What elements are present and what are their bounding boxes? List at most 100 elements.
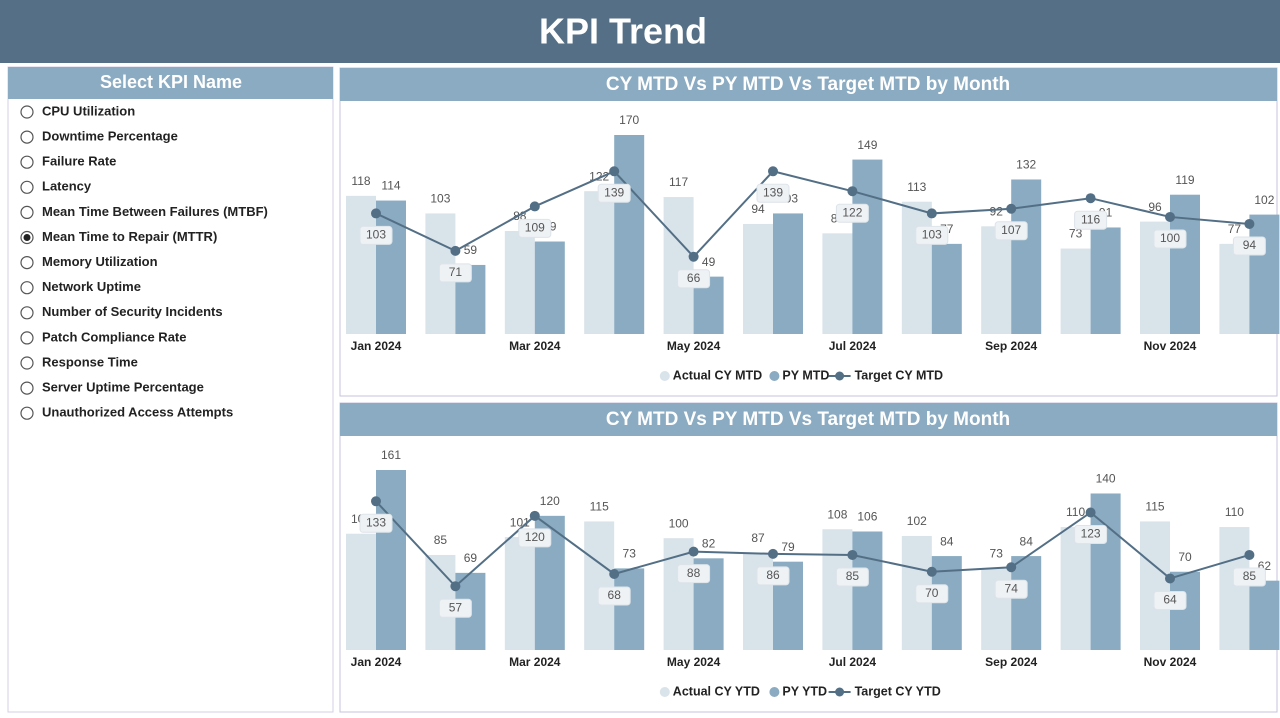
slicer-header (8, 67, 333, 99)
slicer-item-label[interactable]: Response Time (42, 354, 138, 369)
data-label-box (1232, 567, 1266, 587)
data-label: 133 (366, 515, 386, 529)
x-tick-label: Mar 2024 (509, 339, 561, 353)
target-line (375, 500, 1250, 588)
slicer-item[interactable]: Server Uptime Percentage (20, 380, 204, 395)
data-label: 85 (846, 569, 860, 583)
legend-marker (659, 687, 670, 697)
x-tick-label: Jan 2024 (351, 655, 402, 669)
chart-panel (339, 402, 1278, 713)
data-label-box (994, 221, 1028, 241)
data-label-box (438, 263, 472, 283)
legend-label: Actual CY MTD (673, 368, 762, 382)
slicer-item[interactable]: Memory Utilization (20, 254, 158, 270)
radio-button[interactable] (20, 180, 34, 194)
slicer-item-label[interactable]: Patch Compliance Rate (42, 329, 187, 344)
slicer-item-label[interactable]: Unauthorized Access Attempts (42, 405, 233, 420)
slicer-item[interactable]: Failure Rate (20, 154, 116, 169)
slicer-item[interactable]: CPU Utilization (20, 103, 135, 119)
line-point (1244, 218, 1255, 229)
legend-marker (769, 371, 780, 381)
data-label: 149 (857, 138, 877, 152)
bar (1249, 214, 1280, 334)
slicer-item[interactable]: Unauthorized Access Attempts (20, 405, 233, 420)
bar (1170, 571, 1200, 650)
slicer-item-label[interactable]: Mean Time to Repair (MTTR) (42, 229, 217, 244)
data-label: 100 (669, 516, 689, 530)
legend-label: PY MTD (782, 368, 829, 382)
slicer-item-label[interactable]: Failure Rate (42, 154, 116, 169)
radio-button[interactable] (20, 105, 34, 119)
slicer-item[interactable]: Response Time (20, 354, 138, 370)
bar (1090, 493, 1121, 650)
data-label: 84 (940, 534, 954, 548)
x-tick-label: May 2024 (667, 655, 721, 669)
slicer-item[interactable]: Downtime Percentage (20, 129, 178, 144)
radio-selected (23, 234, 31, 241)
data-label-box (1074, 524, 1108, 544)
data-label: 85 (1243, 569, 1257, 583)
slicer-list: CPU Utilization Downtime Percentage Failur… (20, 103, 268, 420)
data-label-box (677, 269, 711, 289)
slicer-item-label[interactable]: Number of Security Incidents (42, 304, 223, 319)
x-tick-label: May 2024 (667, 339, 721, 353)
radio-button[interactable] (20, 130, 34, 144)
radio-button[interactable] (20, 381, 34, 395)
data-label: 103 (430, 192, 450, 206)
radio-button[interactable] (20, 205, 34, 219)
radio-button[interactable] (20, 281, 34, 295)
slicer-item[interactable]: Latency (20, 179, 92, 194)
slicer-item[interactable]: Mean Time to Repair (MTTR) (20, 229, 217, 245)
slicer-item-label[interactable]: Mean Time Between Failures (MTBF) (42, 204, 268, 219)
slicer-panel (7, 66, 334, 713)
line-point (450, 581, 461, 592)
legend-item: Actual CY MTD (659, 368, 762, 382)
data-label: 66 (687, 271, 701, 285)
slicer-item-label[interactable]: Memory Utilization (42, 254, 158, 269)
radio-button[interactable] (20, 155, 34, 169)
legend-item: PY YTD (769, 684, 827, 698)
data-label: 139 (604, 185, 624, 199)
slicer-item-label[interactable]: Downtime Percentage (42, 129, 178, 144)
radio-button[interactable] (20, 306, 34, 320)
slicer-item-label[interactable]: CPU Utilization (42, 103, 135, 118)
radio-button[interactable] (20, 356, 34, 370)
data-label: 103 (366, 228, 386, 242)
bar (822, 233, 853, 334)
slicer-item-label[interactable]: Server Uptime Percentage (42, 380, 204, 395)
line-point (768, 166, 778, 177)
line-point (609, 166, 620, 177)
radio-button[interactable] (20, 256, 34, 270)
charts: CY MTD Vs PY MTD Vs Target MTD by Month J… (339, 67, 1280, 713)
bar (901, 201, 932, 334)
data-label: 123 (1081, 527, 1101, 541)
bar (1140, 521, 1170, 650)
slicer-item-label[interactable]: Network Uptime (42, 279, 141, 294)
data-label: 107 (1001, 223, 1021, 237)
bar (614, 568, 645, 650)
slicer-item[interactable]: Mean Time Between Failures (MTBF) (20, 204, 268, 219)
slicer-item[interactable]: Number of Security Incidents (20, 304, 223, 320)
line-point (371, 496, 381, 507)
data-label: 113 (907, 180, 926, 194)
data-label: 140 (1096, 472, 1116, 486)
data-label: 70 (925, 586, 939, 600)
slicer-item[interactable]: Patch Compliance Rate (20, 329, 187, 345)
data-label: 79 (781, 540, 795, 554)
slicer-item[interactable]: Network Uptime (20, 279, 141, 295)
bar (663, 197, 694, 334)
data-label-box (518, 528, 552, 548)
bar (504, 537, 535, 650)
radio-button[interactable] (20, 331, 34, 345)
radio-button[interactable] (20, 406, 34, 420)
slicer-item-label[interactable]: Latency (42, 179, 92, 194)
bar (376, 200, 406, 334)
data-label: 119 (1175, 173, 1194, 187)
page-title: KPI Trend (539, 11, 707, 52)
line-point (529, 201, 540, 212)
x-tick-label: Jan 2024 (351, 339, 402, 353)
line-point (609, 568, 620, 579)
data-label-box (438, 598, 472, 618)
